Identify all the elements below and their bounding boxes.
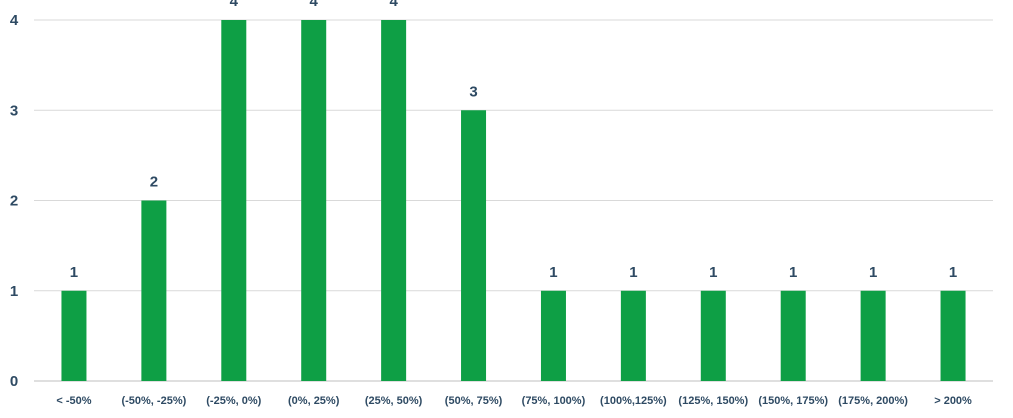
x-tick-label: (0%, 25%) xyxy=(288,395,340,407)
x-tick-label: (50%, 75%) xyxy=(445,395,503,407)
data-label: 1 xyxy=(789,264,797,281)
x-tick-label: (100%,125%) xyxy=(600,395,667,407)
data-label: 1 xyxy=(949,264,957,281)
y-axis-ticks: 0 1 2 3 4 xyxy=(10,12,19,390)
data-label: 1 xyxy=(709,264,717,281)
bar xyxy=(381,20,407,381)
x-tick-label: (175%, 200%) xyxy=(838,395,908,407)
bar xyxy=(940,290,966,381)
bars xyxy=(61,20,966,381)
y-tick-label: 2 xyxy=(10,193,18,210)
x-tick-label: < -50% xyxy=(56,395,91,407)
x-tick-label: (-50%, -25%) xyxy=(121,395,186,407)
data-label: 4 xyxy=(230,0,239,10)
bar xyxy=(61,290,87,381)
y-tick-label: 3 xyxy=(10,102,18,119)
bar xyxy=(540,290,566,381)
data-label: 1 xyxy=(70,264,78,281)
gridlines xyxy=(34,19,993,382)
bar xyxy=(141,200,167,381)
data-label: 2 xyxy=(150,174,158,191)
x-axis-ticks: < -50% (-50%, -25%) (-25%, 0%) (0%, 25%) (25… xyxy=(56,395,972,407)
bar xyxy=(461,110,487,381)
data-labels: 1 2 4 4 4 3 1 1 1 1 1 1 xyxy=(70,0,957,281)
bar xyxy=(620,290,646,381)
x-tick-label: (-25%, 0%) xyxy=(206,395,261,407)
data-label: 3 xyxy=(469,83,477,100)
data-label: 1 xyxy=(549,264,557,281)
bar xyxy=(221,20,247,381)
data-label: 1 xyxy=(869,264,877,281)
y-tick-label: 0 xyxy=(10,373,18,390)
bar xyxy=(780,290,806,381)
bar xyxy=(301,20,327,381)
data-label: 1 xyxy=(629,264,637,281)
x-tick-label: (25%, 50%) xyxy=(365,395,423,407)
y-tick-label: 1 xyxy=(10,283,18,300)
y-tick-label: 4 xyxy=(10,12,19,29)
x-tick-label: (75%, 100%) xyxy=(522,395,586,407)
x-tick-label: > 200% xyxy=(934,395,972,407)
x-tick-label: (150%, 175%) xyxy=(758,395,828,407)
data-label: 4 xyxy=(310,0,319,10)
bar xyxy=(860,290,886,381)
data-label: 4 xyxy=(389,0,398,10)
x-tick-label: (125%, 150%) xyxy=(678,395,748,407)
bar xyxy=(700,290,726,381)
